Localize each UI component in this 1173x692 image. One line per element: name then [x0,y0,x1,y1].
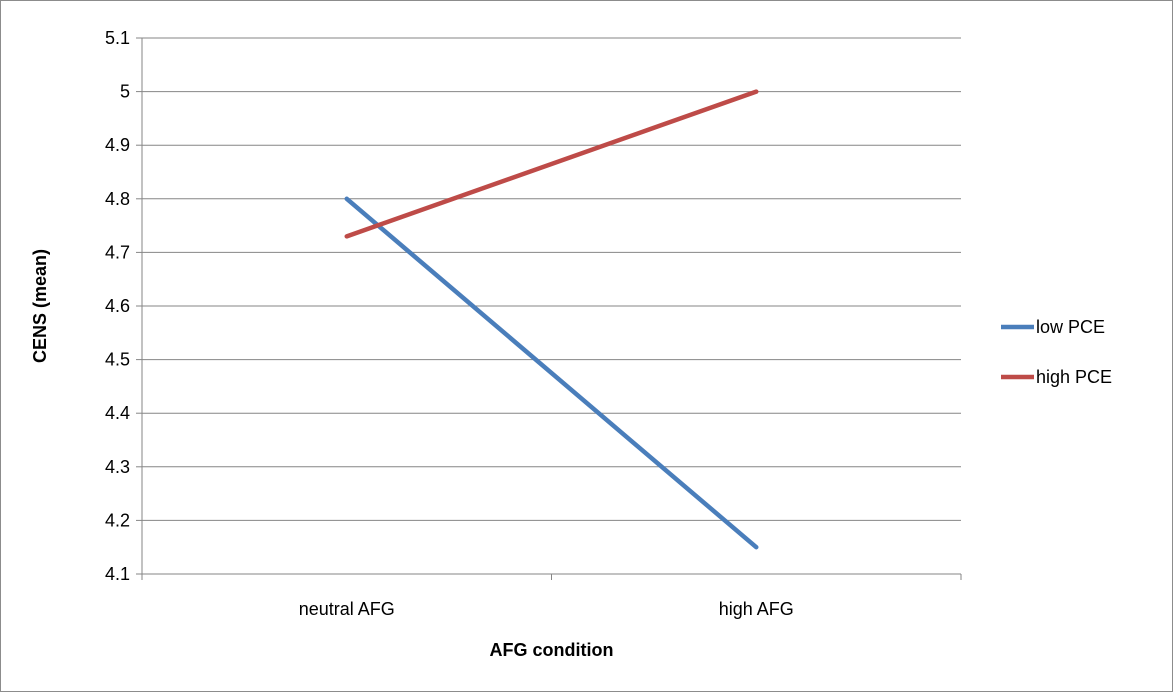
y-tick-label: 4.1 [105,564,130,584]
x-axis-title: AFG condition [490,640,614,660]
y-tick-label: 4.2 [105,510,130,530]
legend: low PCE high PCE [1001,317,1112,387]
y-tick-label: 4.9 [105,135,130,155]
x-tick-label: high AFG [719,599,794,619]
y-tick-label: 4.4 [105,403,130,423]
axes [141,38,962,580]
y-tick-label: 5.1 [105,28,130,48]
y-tick-label: 4.5 [105,350,130,370]
series-line [344,89,759,239]
series-lines [344,89,759,550]
gridlines [136,37,961,575]
legend-label: low PCE [1036,317,1105,337]
y-tick-label: 4.6 [105,296,130,316]
y-tick-label: 4.8 [105,189,130,209]
y-tick-label: 4.3 [105,457,130,477]
y-tick-label: 5 [120,82,130,102]
legend-label: high PCE [1036,367,1112,387]
x-tick-labels: neutral AFG high AFG [299,599,794,619]
y-tick-labels: 4.1 4.2 4.3 4.4 4.5 4.6 4.7 4.8 4.9 5 5.1 [105,28,130,584]
y-tick-label: 4.7 [105,242,130,262]
x-tick-label: neutral AFG [299,599,395,619]
series-line [344,196,759,550]
y-axis-title: CENS (mean) [30,249,50,363]
